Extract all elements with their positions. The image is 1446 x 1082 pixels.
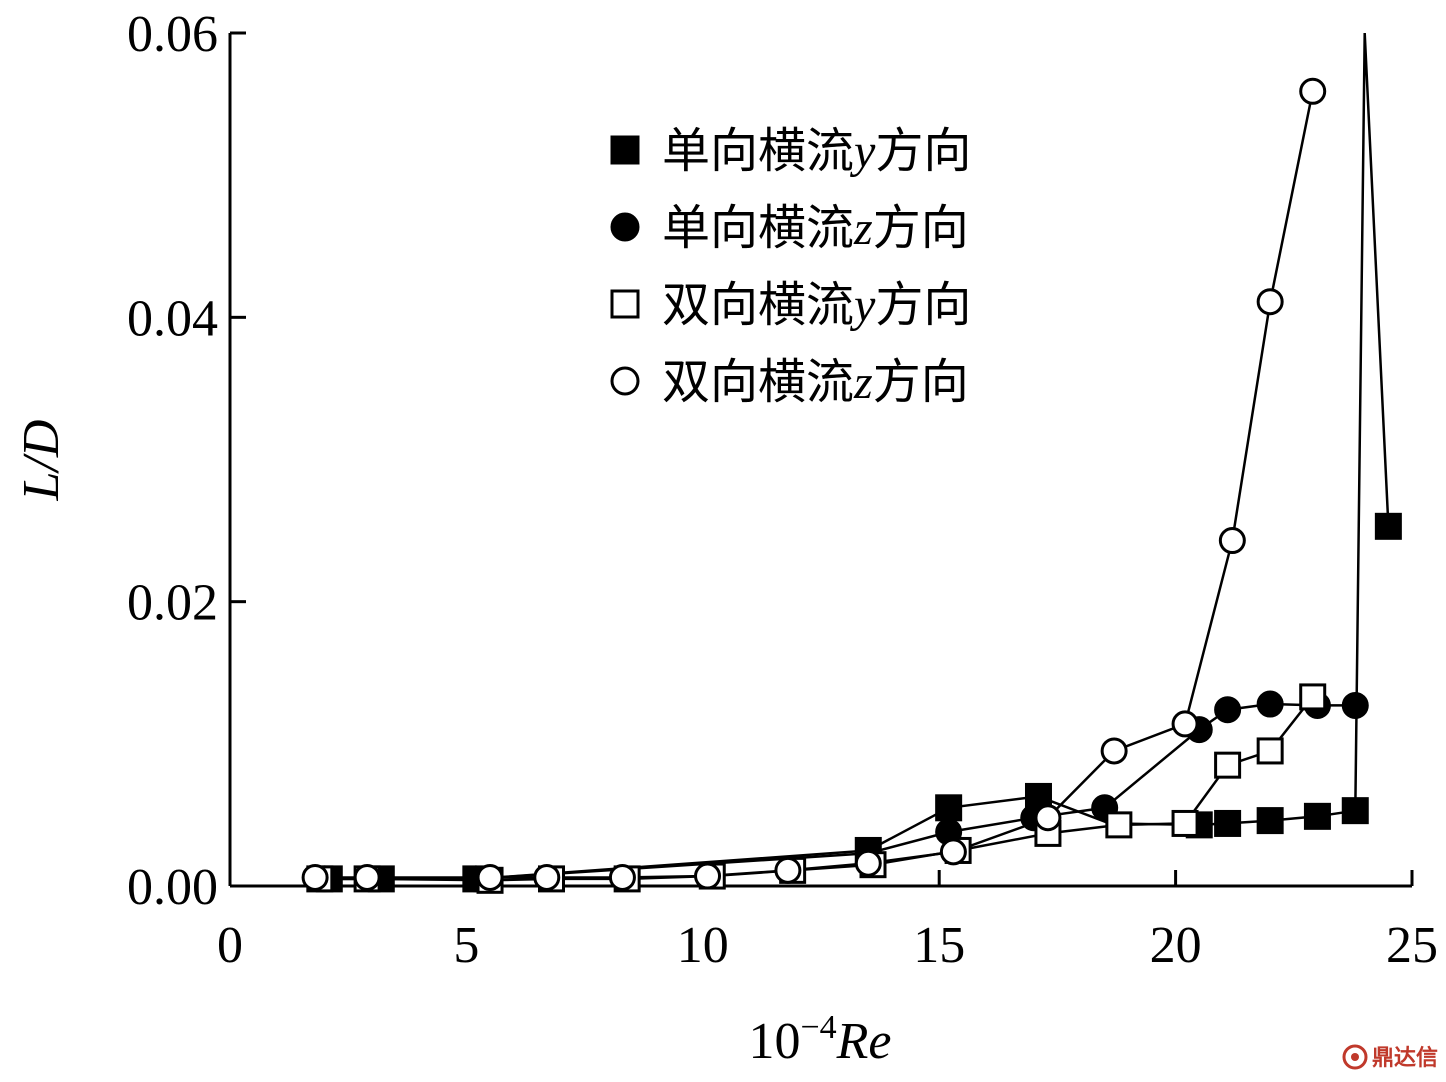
legend-marker-1 bbox=[610, 212, 640, 242]
legend-marker-3 bbox=[610, 366, 640, 396]
legend-marker-0 bbox=[610, 135, 640, 165]
y-axis-ticks: 0.00 0.02 0.04 0.06 bbox=[127, 6, 246, 916]
data-point-series-1 bbox=[1256, 690, 1284, 718]
axes bbox=[228, 33, 1412, 888]
y-tick-label: 0.00 bbox=[127, 859, 218, 916]
data-point-series-3 bbox=[301, 863, 329, 891]
data-point-series-3 bbox=[854, 849, 882, 877]
y-tick-label: 0.02 bbox=[127, 575, 218, 632]
legend-marker-2 bbox=[610, 289, 640, 319]
x-axis-label: 10−4Re bbox=[748, 1009, 891, 1070]
legend-label-var: y bbox=[849, 279, 876, 332]
data-point-series-2 bbox=[1299, 683, 1327, 711]
data-point-series-1 bbox=[1341, 691, 1369, 719]
data-point-series-3 bbox=[533, 863, 561, 891]
data-point-series-1 bbox=[1214, 696, 1242, 724]
legend-label-prefix: 双向横流 bbox=[662, 277, 854, 333]
x-tick-label: 5 bbox=[453, 917, 479, 974]
x-axis-label-exponent: −4 bbox=[800, 1009, 836, 1046]
legend-label-1: 单向横流z方向 bbox=[662, 200, 969, 256]
x-tick-label: 0 bbox=[217, 917, 243, 974]
data-point-series-3 bbox=[476, 863, 504, 891]
legend-label-prefix: 单向横流 bbox=[662, 123, 854, 179]
data-point-series-3 bbox=[1218, 527, 1246, 555]
x-tick-label: 10 bbox=[677, 917, 729, 974]
series-markers bbox=[301, 77, 1402, 894]
data-point-series-0 bbox=[1256, 807, 1284, 835]
data-point-series-3 bbox=[608, 863, 636, 891]
legend-label-prefix: 单向横流 bbox=[662, 200, 854, 256]
watermark: 鼎达信 bbox=[1342, 1044, 1438, 1071]
data-point-series-3 bbox=[1171, 710, 1199, 738]
legend-label-prefix: 双向横流 bbox=[662, 354, 854, 410]
x-axis-ticks: 0 5 10 15 20 25 bbox=[217, 870, 1438, 974]
series-line-2 bbox=[319, 696, 1314, 882]
data-point-series-0 bbox=[1341, 797, 1369, 825]
legend-label-0: 单向横流y方向 bbox=[662, 123, 971, 179]
data-point-series-0 bbox=[1214, 809, 1242, 837]
y-tick-label: 0.06 bbox=[127, 6, 218, 63]
legend-label-suffix: 方向 bbox=[873, 354, 969, 410]
data-point-series-2 bbox=[1214, 751, 1242, 779]
x-tick-label: 20 bbox=[1150, 917, 1202, 974]
data-point-series-3 bbox=[1299, 77, 1327, 105]
y-tick-label: 0.04 bbox=[127, 290, 218, 347]
legend-label-suffix: 方向 bbox=[875, 123, 971, 179]
data-point-series-3 bbox=[694, 862, 722, 890]
x-axis-label-prefix: 10 bbox=[748, 1013, 800, 1070]
x-tick-label: 15 bbox=[913, 917, 965, 974]
data-point-series-2 bbox=[1256, 737, 1284, 765]
data-point-series-3 bbox=[353, 863, 381, 891]
legend-label-var: y bbox=[849, 125, 876, 178]
legend-label-3: 双向横流z方向 bbox=[662, 354, 969, 410]
legend-label-suffix: 方向 bbox=[875, 277, 971, 333]
data-point-series-3 bbox=[1034, 804, 1062, 832]
watermark-logo-dot bbox=[1351, 1053, 1359, 1061]
watermark-logo-icon bbox=[1342, 1044, 1368, 1070]
legend-label-suffix: 方向 bbox=[873, 200, 969, 256]
data-point-series-0 bbox=[1374, 512, 1402, 540]
data-point-series-3 bbox=[1100, 737, 1128, 765]
data-point-series-2 bbox=[1171, 809, 1199, 837]
x-axis-label-var: Re bbox=[836, 1013, 892, 1070]
data-point-series-3 bbox=[939, 838, 967, 866]
data-point-series-2 bbox=[1105, 811, 1133, 839]
watermark-text: 鼎达信 bbox=[1372, 1045, 1438, 1071]
data-point-series-0 bbox=[935, 794, 963, 822]
x-tick-label: 25 bbox=[1386, 917, 1438, 974]
data-point-series-3 bbox=[774, 856, 802, 884]
y-axis-label: L/D bbox=[13, 420, 70, 502]
legend-label-2: 双向横流y方向 bbox=[662, 277, 971, 333]
data-point-series-3 bbox=[1256, 288, 1284, 316]
data-point-series-0 bbox=[1303, 802, 1331, 830]
legend-label-var: z bbox=[853, 356, 873, 409]
legend-label-var: z bbox=[853, 202, 873, 255]
